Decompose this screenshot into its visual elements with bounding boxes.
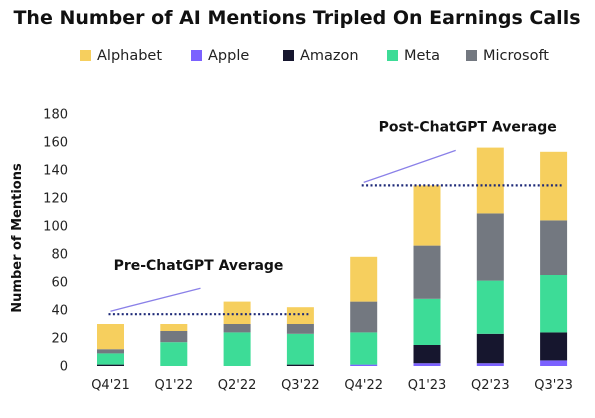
chart-title: The Number of AI Mentions Tripled On Ear… [13,7,580,29]
x-tick-q4-22: Q4'22 [344,378,383,393]
bar-alphabet-q2-22 [223,301,251,324]
bar-meta-q1-22 [160,342,188,366]
y-tick-160: 160 [43,136,68,151]
x-tick-q2-23: Q2'23 [471,378,510,393]
legend: Alphabet Apple Amazon Meta Microsoft [80,48,549,64]
bar-apple-q3-23 [540,360,568,366]
legend-label-microsoft: Microsoft [483,48,549,64]
bar-meta-q4-21 [97,353,124,365]
annotation-label-0: Pre-ChatGPT Average [114,258,284,274]
legend-swatch-microsoft [466,50,477,61]
bar-amazon-q3-22 [286,364,314,366]
bar-microsoft-q3-23 [540,220,568,275]
y-tick-180: 180 [43,108,68,123]
bar-alphabet-q3-22 [286,307,314,324]
bar-microsoft-q4-22 [350,301,378,333]
y-tick-40: 40 [51,304,68,319]
annotations: Pre-ChatGPT Average Post-ChatGPT Average [108,119,562,316]
bar-microsoft-q1-23 [413,245,441,299]
bar-apple-q4-22 [350,364,378,366]
legend-swatch-amazon [283,50,294,61]
legend-label-meta: Meta [404,48,440,64]
bar-microsoft-q1-22 [160,331,188,343]
bar-apple-q1-23 [413,363,441,366]
bars [97,147,568,366]
bar-alphabet-q1-23 [413,185,441,246]
y-axis-ticks: 0 20 40 60 80 100 120 140 160 180 [43,108,68,375]
x-tick-q3-23: Q3'23 [534,378,573,393]
bar-meta-q2-22 [223,332,251,366]
bar-apple-q2-23 [476,363,504,366]
bar-amazon-q1-23 [413,345,441,364]
annotation-leader-1 [363,149,456,184]
x-tick-q1-22: Q1'22 [154,378,193,393]
x-tick-q4-21: Q4'21 [91,378,130,393]
bar-microsoft-q3-22 [286,324,314,334]
bar-alphabet-q2-23 [476,147,504,214]
y-tick-20: 20 [51,332,68,347]
y-axis-label: Number of Mentions [10,163,25,313]
y-tick-120: 120 [43,192,68,207]
y-tick-80: 80 [51,248,68,263]
bar-alphabet-q1-22 [160,324,188,331]
bar-meta-q2-23 [476,280,504,334]
y-tick-100: 100 [43,220,68,235]
legend-label-apple: Apple [208,48,249,64]
bar-meta-q4-22 [350,332,378,365]
bar-alphabet-q4-22 [350,256,378,302]
annotation-label-1: Post-ChatGPT Average [379,119,557,135]
x-tick-q1-23: Q1'23 [408,378,447,393]
bar-amazon-q3-23 [540,332,568,361]
legend-label-amazon: Amazon [300,48,359,64]
legend-swatch-apple [191,50,202,61]
bar-amazon-q2-23 [476,333,504,364]
bar-alphabet-q4-21 [97,324,124,350]
bar-microsoft-q4-21 [97,349,124,354]
y-tick-60: 60 [51,276,68,291]
x-tick-q3-22: Q3'22 [281,378,320,393]
bar-meta-q3-22 [286,333,314,365]
bar-alphabet-q3-23 [540,151,568,221]
legend-label-alphabet: Alphabet [97,48,162,64]
legend-swatch-alphabet [80,50,91,61]
bar-microsoft-q2-22 [223,324,251,333]
x-axis-ticks: Q4'21 Q1'22 Q2'22 Q3'22 Q4'22 Q1'23 Q2'23 Q3'23 [91,378,573,393]
bar-amazon-q4-21 [97,364,124,366]
bar-microsoft-q2-23 [476,213,504,281]
y-tick-140: 140 [43,164,68,179]
legend-swatch-meta [387,50,398,61]
x-tick-q2-22: Q2'22 [218,378,257,393]
annotation-leader-0 [110,287,201,312]
y-tick-0: 0 [60,360,68,375]
bar-meta-q1-23 [413,298,441,345]
bar-meta-q3-23 [540,275,568,333]
